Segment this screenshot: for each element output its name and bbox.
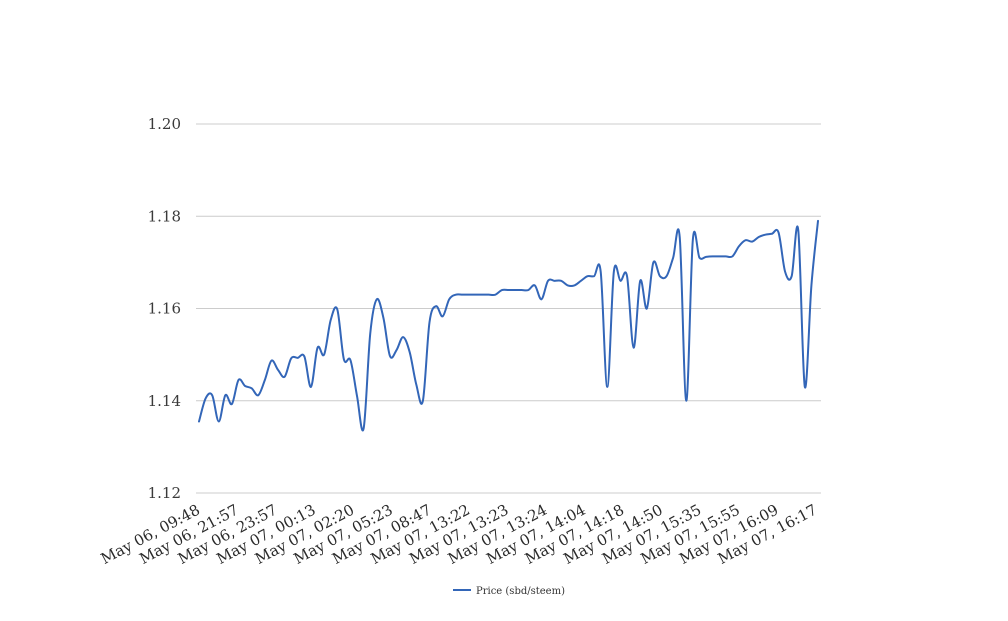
y-axis-ticks: 1.12 1.14 1.16 1.18 1.20 [148,115,181,502]
y-tick-label: 1.16 [148,300,181,318]
y-tick-label: 1.20 [148,115,181,133]
series-lines [198,219,819,432]
legend-label-price: Price (sbd/steem) [476,586,565,597]
y-tick-label: 1.14 [148,392,181,410]
y-tick-label: 1.12 [148,484,181,502]
y-tick-label: 1.18 [148,207,181,225]
legend[interactable]: Price (sbd/steem) [453,586,565,597]
series-line-price [198,219,819,432]
gridlines [196,123,821,494]
